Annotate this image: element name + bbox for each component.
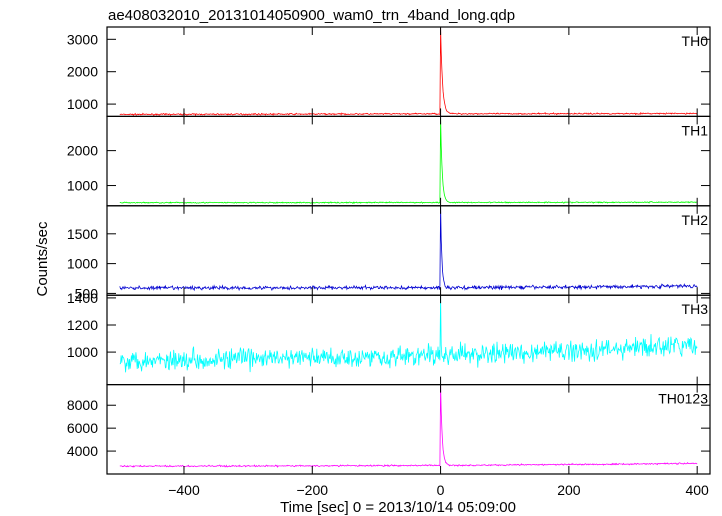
y-tick-label-th2: 1500 — [67, 226, 98, 242]
panel-th0-label: TH0 — [682, 33, 709, 49]
y-tick-label-th3: 1000 — [67, 344, 98, 360]
panel-th2-frame — [106, 205, 711, 296]
panel-th3-frame — [106, 294, 711, 386]
y-tick-label-th3: 1200 — [67, 317, 98, 333]
panel-th3-label: TH3 — [682, 301, 709, 317]
x-tick-label: 200 — [557, 482, 581, 498]
y-tick-label-th0123: 4000 — [67, 443, 98, 459]
chart-title: ae408032010_20131014050900_wam0_trn_4ban… — [108, 7, 515, 24]
y-tick-label-th3: 1400 — [67, 290, 98, 306]
panel-th0123-label: TH0123 — [658, 391, 708, 407]
y-tick-label-th1: 1000 — [67, 178, 98, 194]
y-tick-label-th0: 2000 — [67, 64, 98, 80]
y-tick-label-th0123: 8000 — [67, 397, 98, 413]
y-tick-label-th0123: 6000 — [67, 420, 98, 436]
y-tick-label-th2: 1000 — [67, 256, 98, 272]
panel-th0-frame — [106, 26, 711, 118]
y-tick-label-th0: 3000 — [67, 31, 98, 47]
series-th0123-line — [119, 384, 698, 468]
y-tick-label-th0: 1000 — [67, 96, 98, 112]
x-tick-label: 400 — [685, 482, 709, 498]
panel-th1-frame — [106, 115, 711, 207]
y-tick-label-th1: 2000 — [67, 143, 98, 159]
series-th3-line — [119, 295, 698, 373]
series-th2-line — [119, 205, 698, 292]
y-axis-label: Counts/sec — [34, 221, 51, 297]
series-th1-line — [119, 117, 698, 205]
x-tick-label: −400 — [168, 482, 200, 498]
series-th0-line — [119, 27, 698, 117]
panel-th0123-frame — [106, 384, 711, 475]
y-tick-label-th2: 500 — [75, 285, 99, 301]
x-tick-label: 0 — [437, 482, 445, 498]
panel-th2-label: TH2 — [682, 212, 709, 228]
panel-th1-label: TH1 — [682, 122, 709, 138]
x-tick-label: −200 — [297, 482, 329, 498]
x-axis-label: Time [sec] 0 = 2013/10/14 05:09:00 — [280, 499, 516, 516]
